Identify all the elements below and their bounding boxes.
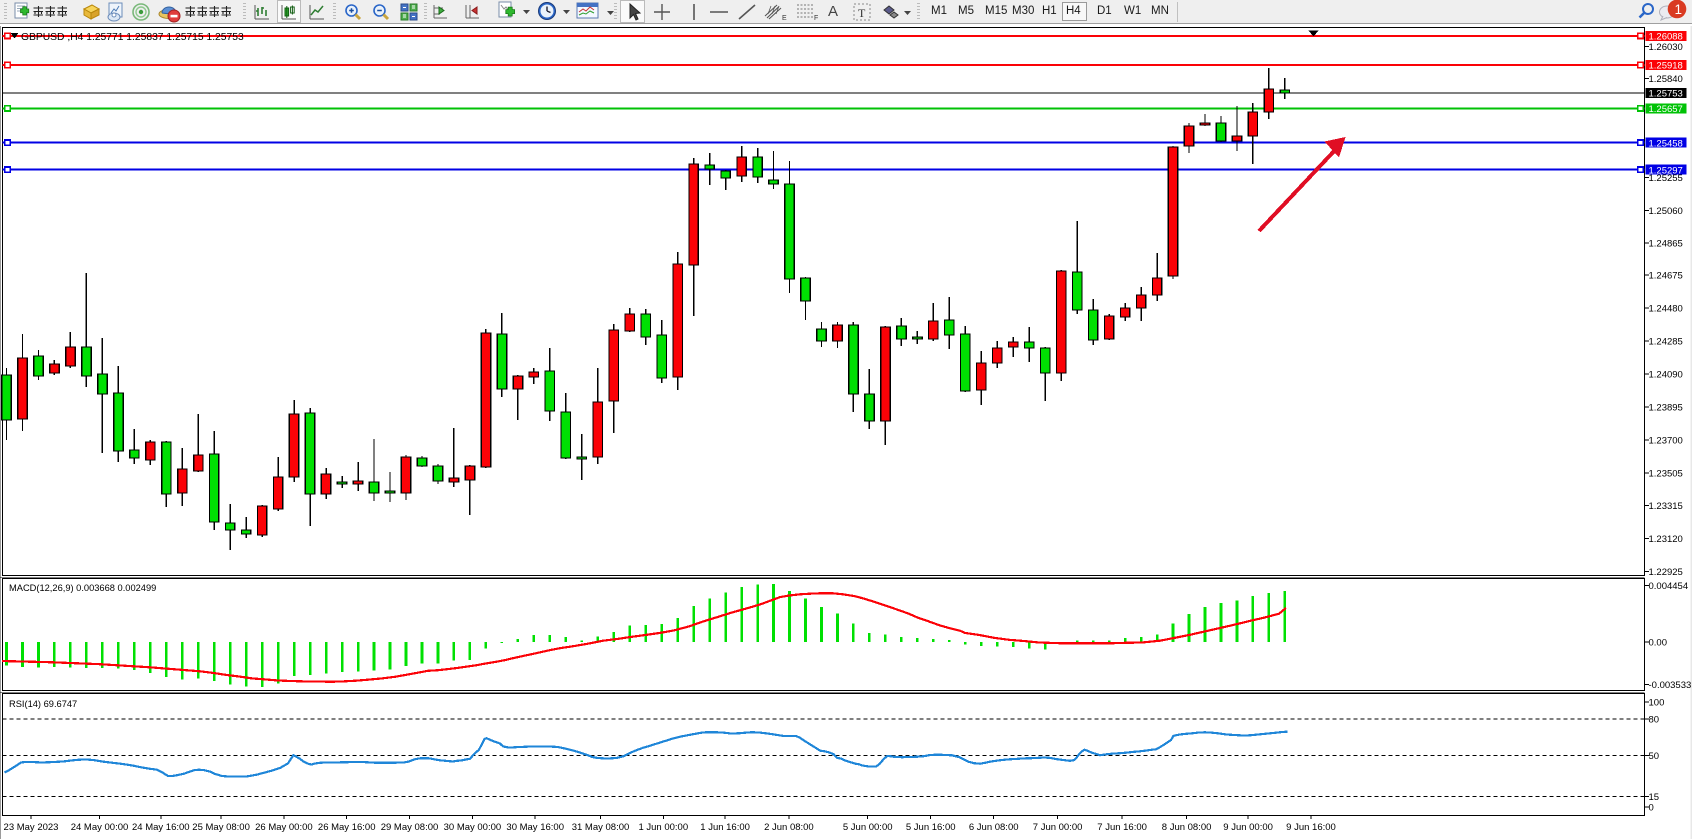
svg-text:29 May 08:00: 29 May 08:00 (381, 822, 439, 833)
svg-text:GBPUSD ,H4 1.25771 1.25837 1.: GBPUSD ,H4 1.25771 1.25837 1.25715 1.257… (21, 32, 244, 43)
svg-text:8 Jun 08:00: 8 Jun 08:00 (1162, 822, 1212, 833)
svg-text:5 Jun 16:00: 5 Jun 16:00 (906, 822, 956, 833)
svg-text:1.25297: 1.25297 (1649, 165, 1683, 176)
svg-text:1.23505: 1.23505 (1649, 469, 1683, 480)
svg-text:26 May 16:00: 26 May 16:00 (318, 822, 376, 833)
svg-text:9 Jun 00:00: 9 Jun 00:00 (1223, 822, 1273, 833)
svg-text:7 Jun 16:00: 7 Jun 16:00 (1097, 822, 1147, 833)
svg-text:80: 80 (1649, 715, 1660, 726)
svg-text:1.24675: 1.24675 (1649, 271, 1683, 282)
svg-text:1.23315: 1.23315 (1649, 501, 1683, 512)
svg-text:0: 0 (1649, 803, 1654, 814)
svg-text:1.25255: 1.25255 (1649, 173, 1683, 184)
svg-text:1 Jun 16:00: 1 Jun 16:00 (700, 822, 750, 833)
svg-text:26 May 00:00: 26 May 00:00 (255, 822, 313, 833)
svg-text:E: E (782, 15, 787, 22)
svg-text:1.23895: 1.23895 (1649, 403, 1683, 414)
svg-text:1: 1 (1675, 2, 1683, 17)
svg-text:RSI(14) 69.6747: RSI(14) 69.6747 (9, 699, 77, 709)
svg-text:-0.003533: -0.003533 (1649, 680, 1692, 691)
svg-text:7 Jun 00:00: 7 Jun 00:00 (1033, 822, 1083, 833)
svg-text:F: F (814, 15, 818, 22)
svg-text:1.24480: 1.24480 (1649, 304, 1683, 315)
svg-text:1.26088: 1.26088 (1649, 31, 1683, 42)
svg-text:30 May 00:00: 30 May 00:00 (444, 822, 502, 833)
svg-text:1.23700: 1.23700 (1649, 436, 1683, 447)
svg-text:100: 100 (1649, 698, 1665, 709)
svg-text:23 May 2023: 23 May 2023 (4, 822, 59, 833)
svg-text:1.23120: 1.23120 (1649, 534, 1683, 545)
svg-text:50: 50 (1649, 751, 1660, 762)
svg-text:6 Jun 08:00: 6 Jun 08:00 (969, 822, 1019, 833)
svg-text:0.004454: 0.004454 (1649, 581, 1689, 592)
svg-text:T: T (858, 6, 866, 20)
svg-text:1.25060: 1.25060 (1649, 206, 1683, 217)
svg-text:1.24285: 1.24285 (1649, 337, 1683, 348)
svg-text:2 Jun 08:00: 2 Jun 08:00 (764, 822, 814, 833)
svg-text:30 May 16:00: 30 May 16:00 (506, 822, 564, 833)
svg-text:1.22925: 1.22925 (1649, 567, 1683, 578)
svg-text:25 May 08:00: 25 May 08:00 (192, 822, 250, 833)
svg-text:1 Jun 00:00: 1 Jun 00:00 (638, 822, 688, 833)
svg-text:24 May 16:00: 24 May 16:00 (132, 822, 190, 833)
svg-text:1.25657: 1.25657 (1649, 104, 1683, 115)
svg-text:1.24090: 1.24090 (1649, 370, 1683, 381)
svg-text:5 Jun 00:00: 5 Jun 00:00 (843, 822, 893, 833)
svg-text:31 May 08:00: 31 May 08:00 (572, 822, 630, 833)
svg-text:MACD(12,26,9) 0.003668 0.00249: MACD(12,26,9) 0.003668 0.002499 (9, 583, 156, 593)
svg-text:24 May 00:00: 24 May 00:00 (71, 822, 129, 833)
svg-text:1.25753: 1.25753 (1649, 88, 1683, 99)
svg-text:0.00: 0.00 (1649, 638, 1668, 649)
svg-text:1.25840: 1.25840 (1649, 74, 1683, 85)
svg-text:1.24865: 1.24865 (1649, 239, 1683, 250)
svg-text:1.25918: 1.25918 (1649, 61, 1683, 72)
svg-text:1.26030: 1.26030 (1649, 42, 1683, 53)
svg-text:1.25458: 1.25458 (1649, 138, 1683, 149)
svg-text:15: 15 (1649, 792, 1660, 803)
svg-text:9 Jun 16:00: 9 Jun 16:00 (1286, 822, 1336, 833)
